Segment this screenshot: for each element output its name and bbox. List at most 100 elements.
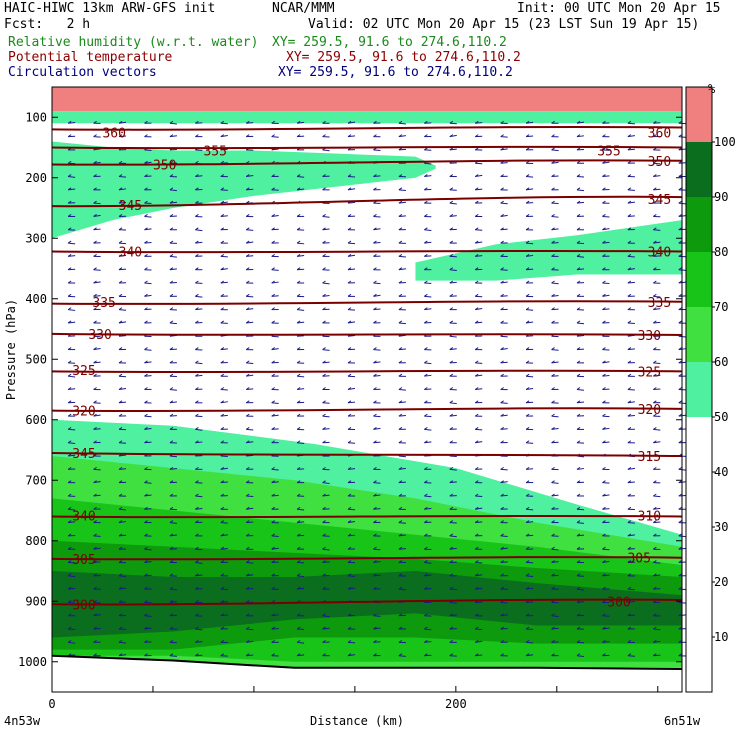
vector-head [169,466,174,470]
vector-head [525,347,530,350]
circulation-vector [347,335,356,337]
theta-contour-355 [51,145,683,150]
vector-head [474,626,479,630]
vector-head [296,134,301,138]
vector-head [347,586,352,590]
circulation-vector [602,374,610,377]
circulation-vector [373,615,381,617]
theta-label: 335 [648,296,671,311]
vector-head [373,240,377,244]
circulation-vector [118,242,127,245]
vector-head [67,360,72,364]
circulation-vector [195,641,203,643]
vector-head [678,307,683,311]
vector-head [474,440,479,444]
circulation-vector [246,441,254,444]
circulation-vector [551,627,559,630]
circulation-vector [398,655,406,657]
vector-head [627,200,632,204]
circulation-vector [271,295,279,297]
vector-head [118,293,123,297]
vector-head [322,466,326,470]
vector-head [525,560,530,563]
vector-head [602,160,606,164]
vector-head [424,586,428,590]
circulation-vector [398,534,406,537]
vector-head [93,373,97,377]
vector-head [118,573,123,577]
vector-head [525,387,530,390]
circulation-vector [68,375,76,378]
vector-head [373,427,377,430]
circulation-vector [653,574,661,577]
circulation-vector [373,508,381,510]
circulation-vector [373,482,381,484]
vector-head [169,413,174,417]
field-name-theta: Potential temperature [8,50,173,65]
vector-head [525,280,530,284]
vector-head [93,160,97,164]
circulation-vector [68,242,76,245]
circulation-vector [653,507,661,510]
colorbar-tick-label: 10 [714,630,728,644]
vector-head [220,280,225,284]
theta-contour-340 [51,249,683,254]
vector-head [220,267,225,271]
colorbar-swatch-50 [686,362,712,417]
vector-head [271,533,275,537]
circulation-vector [144,548,152,551]
vector-head [551,240,555,244]
vector-head [449,174,454,177]
vector-head [602,560,606,563]
vector-head [627,480,632,484]
vector-head [195,600,199,603]
org-label: NCAR/MMM [272,1,335,16]
circulation-vector [373,441,381,444]
vector-head [525,320,530,324]
theta-contour-310 [51,514,683,519]
circulation-vector [169,655,177,657]
circulation-vector [297,242,305,245]
vector-head [551,480,555,484]
vector-head [373,546,377,550]
vector-head [271,626,275,630]
vector-head [195,400,199,404]
circulation-vector [449,202,457,205]
vector-head [449,546,454,550]
circulation-vector [246,308,254,311]
vector-head [576,400,581,404]
vector-head [67,347,72,350]
vector-head [195,134,199,138]
circulation-vector [398,588,406,591]
vector-head [195,466,199,470]
vector-head [169,174,174,177]
vector-head [551,413,555,417]
vector-head [500,613,504,617]
circulation-vector [68,442,76,445]
vector-head [602,400,606,404]
vector-head [245,626,250,630]
circulation-vector [144,482,152,484]
vector-head [398,387,403,390]
vector-head [245,573,250,577]
vector-head [169,120,174,124]
circulation-vector [475,255,483,257]
vector-head [373,187,377,191]
circulation-vector [627,414,635,417]
vector-head [67,320,72,324]
circulation-vector [144,308,152,311]
vector-head [525,626,530,630]
field-name-vectors: Circulation vectors [8,65,157,80]
vector-head [576,293,581,297]
vector-head [500,533,504,537]
vector-head [449,200,454,204]
theta-contour-350 [51,159,683,166]
circulation-vector [526,508,534,511]
vector-head [474,493,479,497]
circulation-vector [500,214,508,217]
vector-head [500,200,504,204]
vector-head [576,600,581,603]
vector-head [195,613,199,617]
vector-head [271,293,275,297]
vector-head [347,134,352,138]
